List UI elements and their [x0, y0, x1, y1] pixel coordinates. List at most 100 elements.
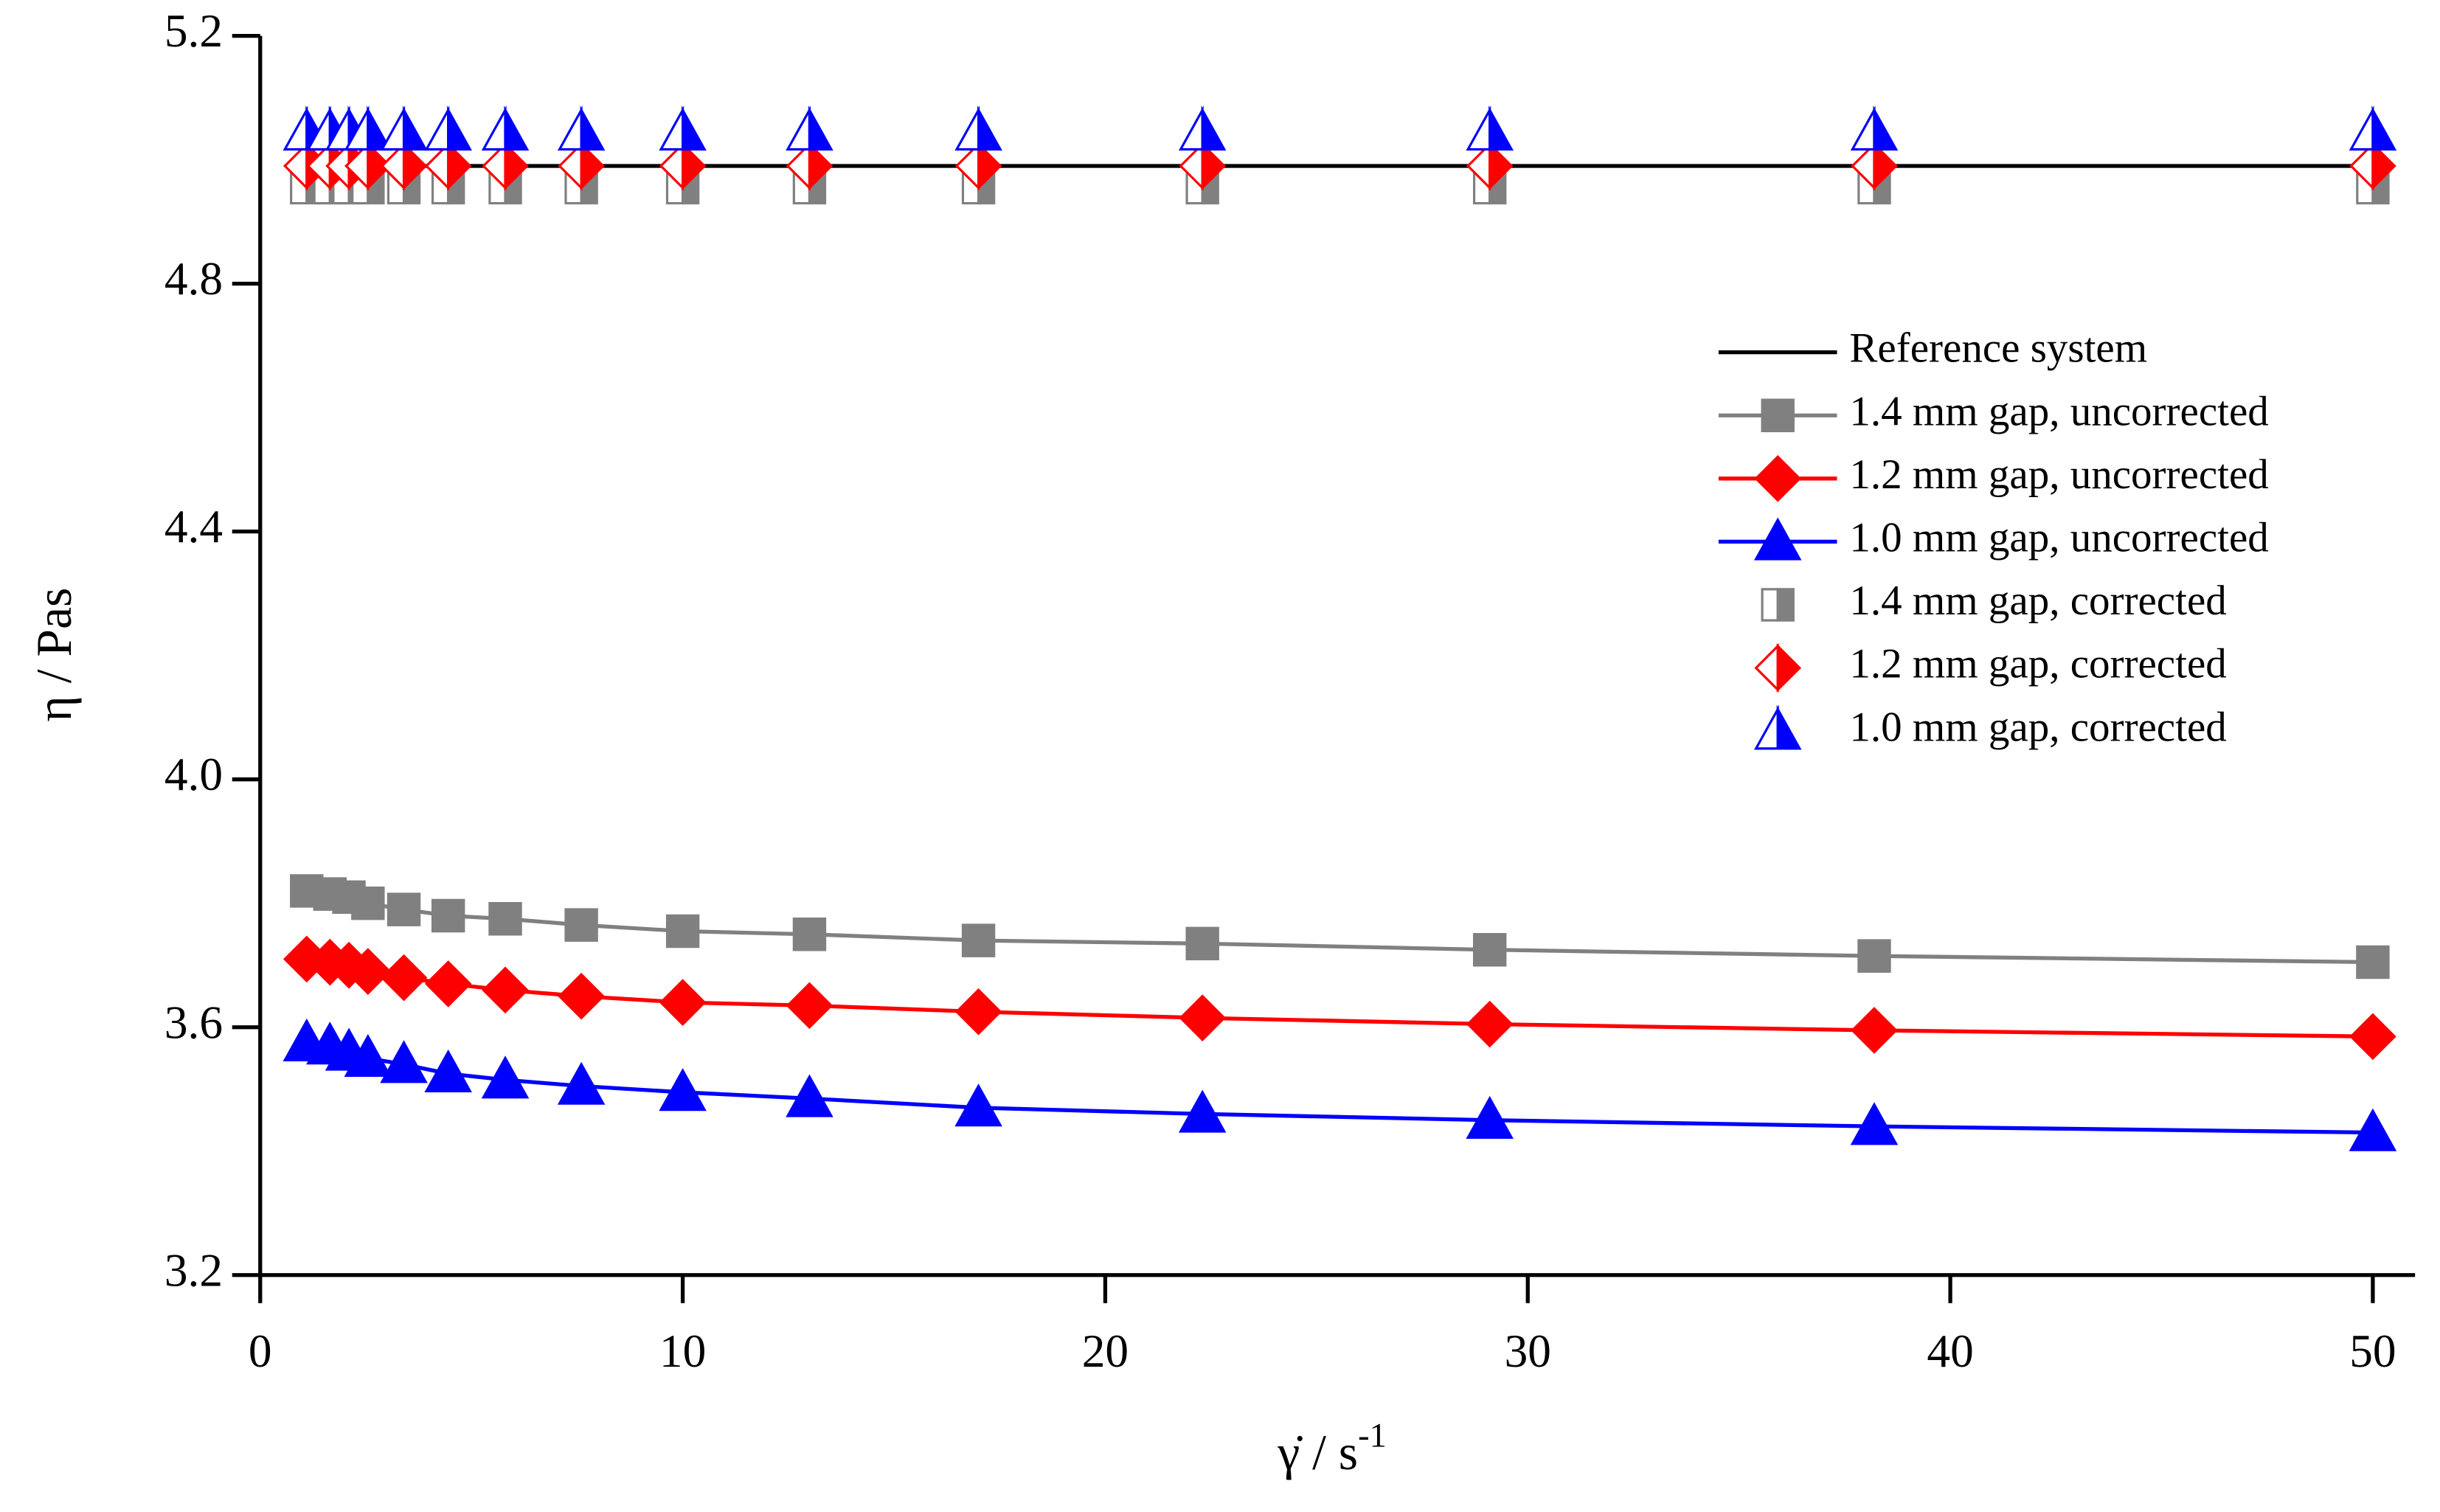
- marker-body: [2349, 1013, 2396, 1061]
- legend-label: 1.4 mm gap, corrected: [1849, 578, 2226, 624]
- marker-body: [786, 982, 833, 1030]
- marker-body: [1185, 926, 1219, 961]
- marker: [786, 105, 833, 151]
- legend-label: 1.2 mm gap, corrected: [1849, 641, 2226, 687]
- x-tick-label: 40: [1927, 1325, 1973, 1377]
- marker-right: [504, 141, 529, 191]
- marker: [1466, 1095, 1514, 1139]
- marker: [557, 105, 606, 151]
- marker: [1850, 1102, 1899, 1145]
- marker: [659, 141, 707, 191]
- marker: [424, 960, 472, 1008]
- marker-body: [954, 1083, 1002, 1127]
- marker-right: [1776, 588, 1795, 622]
- marker: [557, 1061, 606, 1105]
- marker-left: [1753, 704, 1779, 750]
- y-tick-label: 4.8: [164, 253, 223, 305]
- marker-right: [808, 105, 833, 151]
- marker: [1851, 141, 1898, 191]
- series-line: [306, 1041, 2373, 1135]
- marker-left: [1466, 105, 1491, 151]
- marker-body: [659, 979, 707, 1026]
- marker-body: [1754, 454, 1802, 502]
- marker-right: [682, 141, 707, 191]
- marker-left: [283, 105, 308, 151]
- marker-right: [447, 141, 472, 191]
- marker-right: [367, 141, 392, 191]
- marker-right: [1488, 105, 1514, 151]
- marker: [1761, 398, 1795, 432]
- marker-right: [977, 105, 1002, 151]
- marker-right: [402, 105, 428, 151]
- marker-body: [1466, 1000, 1514, 1048]
- marker: [424, 141, 472, 191]
- marker: [488, 902, 522, 936]
- x-axis-label-main: γ̇ / s: [1277, 1425, 1358, 1480]
- marker-body: [431, 898, 465, 933]
- marker-left: [1850, 105, 1876, 151]
- x-tick-label: 20: [1082, 1325, 1129, 1377]
- marker-body: [1753, 517, 1802, 561]
- marker: [2356, 945, 2390, 979]
- marker-body: [1178, 1089, 1227, 1133]
- marker: [481, 1055, 530, 1099]
- marker: [564, 908, 598, 942]
- marker-left: [481, 105, 507, 151]
- marker-right: [1488, 141, 1514, 191]
- marker: [344, 1033, 392, 1077]
- marker-body: [1472, 933, 1507, 967]
- marker-body: [424, 1049, 472, 1092]
- x-axis-label: γ̇ / s-1: [1277, 1417, 1386, 1480]
- y-axis-label: η / Pas: [27, 588, 82, 722]
- marker-body: [1850, 1102, 1899, 1145]
- y-tick-label: 4.4: [164, 501, 223, 552]
- marker-right: [447, 105, 472, 151]
- marker: [954, 988, 1002, 1036]
- marker-body: [564, 908, 598, 942]
- marker-body: [380, 1040, 428, 1083]
- marker-body: [344, 1033, 392, 1077]
- marker: [1761, 588, 1795, 622]
- marker-body: [1851, 1007, 1898, 1054]
- marker: [380, 954, 428, 1002]
- marker-body: [344, 948, 392, 995]
- marker: [351, 886, 385, 920]
- marker: [665, 914, 700, 949]
- marker: [1179, 994, 1226, 1041]
- y-tick-label: 5.2: [164, 5, 223, 57]
- marker: [792, 918, 827, 951]
- marker: [380, 105, 428, 151]
- marker-right: [580, 105, 606, 151]
- marker-right: [402, 141, 428, 191]
- marker: [1466, 1000, 1514, 1048]
- marker-right: [367, 105, 392, 151]
- marker-body: [659, 1068, 707, 1112]
- marker-body: [792, 918, 827, 951]
- marker-body: [558, 972, 605, 1020]
- marker: [2349, 105, 2397, 151]
- marker-right: [1776, 704, 1802, 750]
- marker-left: [1178, 105, 1204, 151]
- marker-right: [1873, 141, 1898, 191]
- marker-left: [2349, 105, 2374, 151]
- marker-left: [557, 105, 583, 151]
- marker: [1466, 141, 1514, 191]
- marker: [2349, 1013, 2396, 1061]
- marker: [344, 105, 392, 151]
- marker-left: [1761, 588, 1779, 622]
- marker: [786, 982, 833, 1030]
- marker: [1178, 1089, 1227, 1133]
- legend-label: Reference system: [1849, 325, 2147, 372]
- marker-body: [482, 966, 529, 1014]
- marker-body: [1761, 398, 1795, 432]
- marker-right: [808, 141, 833, 191]
- marker-left: [786, 105, 811, 151]
- marker: [481, 105, 530, 151]
- marker: [482, 966, 529, 1014]
- marker-body: [481, 1055, 530, 1099]
- marker-body: [1466, 1095, 1514, 1139]
- marker-right: [1201, 141, 1226, 191]
- marker: [344, 948, 392, 995]
- marker-body: [954, 988, 1002, 1036]
